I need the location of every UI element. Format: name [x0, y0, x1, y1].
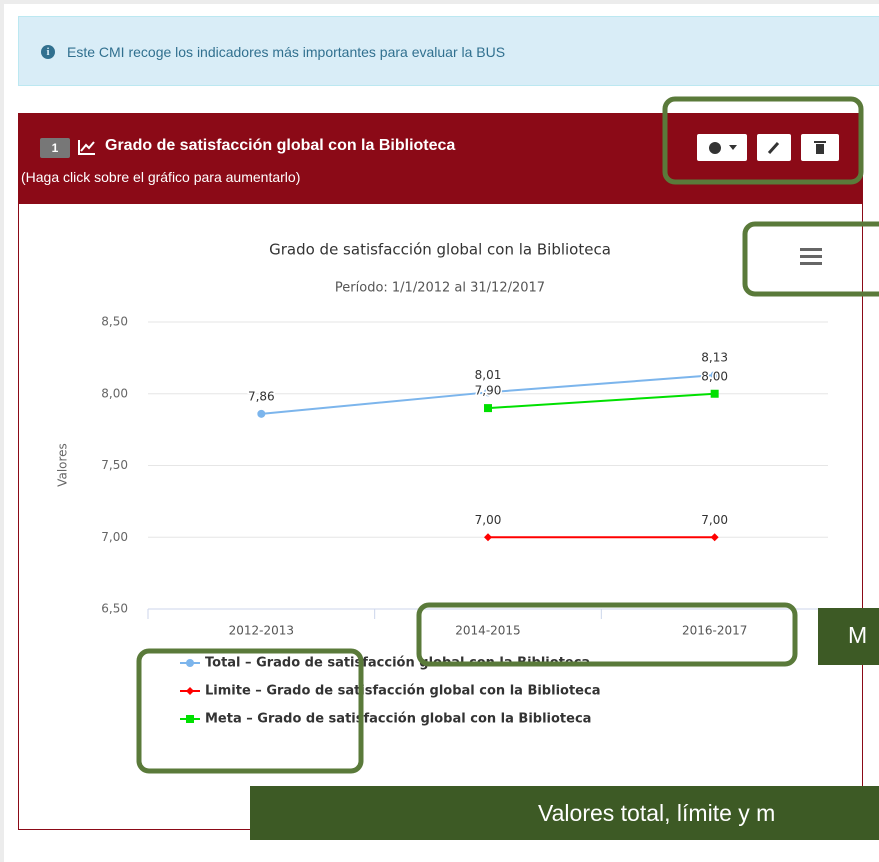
annotation: M	[818, 608, 879, 665]
x-tick-label: 2016-2017	[682, 624, 747, 638]
legend-label: Meta – Grado de satisfacción global con …	[205, 712, 591, 727]
point	[710, 371, 719, 380]
annotation: Valores total, límite y m	[250, 786, 879, 840]
y-tick-label: 7,00	[101, 530, 128, 544]
point	[186, 715, 194, 723]
data-label: 7,00	[701, 513, 728, 527]
point	[484, 533, 492, 542]
series-line	[487, 392, 715, 410]
info-alert: i Este CMI recoge los indicadores más im…	[18, 16, 879, 86]
chart-title: Grado de satisfacción global con la Bibl…	[269, 241, 611, 259]
data-label: 8,00	[701, 369, 728, 383]
y-tick-label: 8,00	[101, 386, 128, 400]
panel-title: Grado de satisfacción global con la Bibl…	[105, 137, 456, 154]
panel: 1 Grado de satisfacción global con la Bi…	[18, 113, 863, 830]
point	[710, 389, 719, 398]
panel-subtitle: (Haga click sobre el gráfico para aument…	[21, 169, 301, 185]
y-tick-label: 7,50	[101, 458, 128, 472]
x-tick-label: 2014-2015	[455, 624, 520, 638]
x-tick-label: 2012-2013	[229, 624, 294, 638]
y-tick-label: 6,50	[101, 602, 128, 616]
data-label: 7,90	[475, 384, 502, 398]
data-label: 8,01	[475, 368, 502, 382]
data-label: 8,13	[701, 351, 728, 365]
point	[710, 533, 719, 542]
point	[484, 404, 492, 413]
data-label: 7,86	[248, 389, 275, 403]
point	[484, 388, 492, 397]
legend-label: Total – Grado de satisfacción global con…	[205, 656, 590, 671]
data-label: 7,00	[475, 513, 502, 527]
info-text: Este CMI recoge los indicadores más impo…	[67, 44, 506, 60]
point	[186, 687, 194, 695]
chart-subtitle: Período: 1/1/2012 al 31/12/2017	[335, 281, 545, 296]
chart-icon	[78, 140, 95, 155]
menu-icon[interactable]	[800, 248, 822, 265]
y-tick-label: 8,50	[101, 315, 128, 329]
point	[257, 409, 266, 418]
point	[186, 659, 194, 667]
legend-label: Limite – Grado de satisfacción global co…	[205, 684, 600, 699]
info-icon: i	[41, 45, 55, 59]
y-axis-title: Valores	[56, 443, 70, 487]
panel-number: 1	[40, 138, 70, 158]
